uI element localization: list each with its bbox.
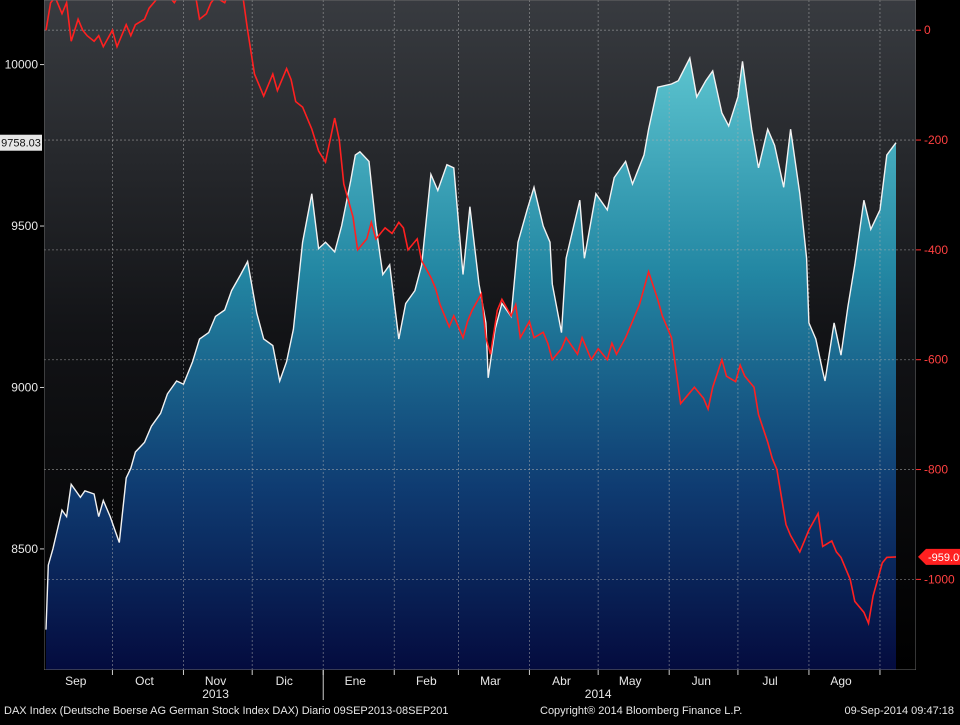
left-tick-label: 10000 [5, 58, 39, 72]
left-tick-label: 9000 [11, 380, 38, 394]
x-tick-label: Ago [830, 674, 852, 688]
x-tick-label: Sep [65, 674, 87, 688]
year-label: 2013 [202, 687, 229, 701]
last-value-label-right: -959.09 [928, 552, 960, 564]
right-tick-label: -1000 [924, 572, 955, 586]
x-tick-label: Dic [276, 674, 293, 688]
footer: DAX Index (Deutsche Boerse AG German Sto… [0, 702, 960, 720]
x-tick-label: Nov [205, 674, 226, 688]
footer-copyright: Copyright® 2014 Bloomberg Finance L.P. [540, 705, 743, 717]
last-value-badge-left [0, 134, 42, 151]
red-series-line [45, 0, 897, 627]
left-tick-label: 9500 [11, 219, 38, 233]
x-tick-label: May [619, 674, 642, 688]
x-tick-label: Jul [762, 674, 777, 688]
right-tick-label: -200 [924, 133, 948, 147]
x-tick-label: Ene [345, 674, 367, 688]
right-tick-label: -800 [924, 463, 948, 477]
area-series-line [45, 55, 897, 630]
right-tick-label: 0 [924, 23, 931, 37]
x-tick-label: Jun [692, 674, 711, 688]
last-value-label-left: 9758.03 [1, 138, 41, 150]
right-tick-label: -600 [924, 353, 948, 367]
x-tick-label: Feb [416, 674, 437, 688]
left-axis-band [0, 0, 44, 670]
x-tick-label: Oct [135, 674, 154, 688]
area-fill [46, 58, 896, 671]
last-value-badge-right [918, 548, 960, 565]
x-tick-label: Mar [480, 674, 501, 688]
right-tick-label: -400 [924, 243, 948, 257]
year-label: 2014 [585, 687, 612, 701]
right-axis-band [916, 0, 960, 670]
footer-timestamp: 09-Sep-2014 09:47:18 [844, 705, 954, 717]
footer-description: DAX Index (Deutsche Boerse AG German Sto… [4, 705, 449, 717]
left-tick-label: 8500 [11, 542, 38, 556]
x-tick-label: Abr [552, 674, 571, 688]
